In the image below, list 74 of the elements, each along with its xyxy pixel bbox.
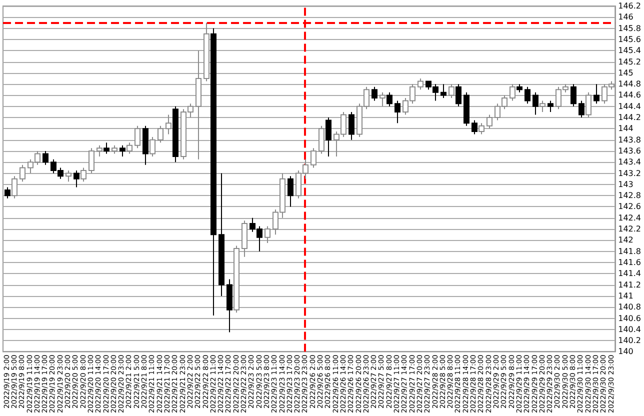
candlestick — [418, 78, 424, 90]
y-tick-label: 144 — [618, 124, 634, 134]
candlestick — [570, 84, 576, 107]
candlestick — [4, 186, 10, 199]
y-tick-label: 143.6 — [618, 146, 642, 156]
candlestick — [348, 111, 354, 140]
candlestick — [158, 125, 164, 144]
candlestick — [594, 84, 600, 104]
candlestick — [448, 84, 454, 99]
candlestick — [524, 86, 530, 104]
y-tick-label: 144.8 — [618, 80, 642, 89]
candlestick — [586, 92, 592, 118]
candlestick — [318, 125, 324, 154]
candlestick — [166, 114, 172, 135]
candlestick — [126, 142, 132, 154]
y-tick-label: 145.4 — [618, 46, 642, 56]
candlestick — [288, 176, 294, 208]
y-tick-label: 142.6 — [618, 202, 642, 212]
y-tick-label: 143.4 — [618, 158, 642, 167]
candlestick — [326, 117, 332, 158]
candlestick — [380, 92, 386, 107]
candlestick — [456, 84, 462, 107]
candlestick — [578, 100, 584, 118]
y-tick-label: 143.8 — [618, 135, 642, 144]
candlestick — [88, 148, 94, 174]
candlestick — [532, 92, 538, 116]
y-tick-label: 143 — [618, 180, 634, 189]
candlestick — [66, 170, 72, 182]
candlestick — [96, 144, 102, 158]
candlestick — [42, 150, 48, 166]
y-tick-label: 146 — [618, 12, 634, 22]
candlestick — [540, 100, 546, 112]
y-tick-label: 145.8 — [618, 24, 642, 33]
y-tick-label: 145 — [618, 68, 634, 78]
candlestick — [264, 226, 270, 244]
y-tick-label: 142 — [618, 236, 634, 245]
candlestick — [510, 84, 516, 102]
candlestick — [20, 164, 26, 182]
y-tick-label: 142.2 — [618, 224, 642, 234]
candlestick — [150, 136, 156, 158]
candlestick — [310, 148, 316, 168]
candlestick — [120, 144, 126, 158]
y-tick-label: 146.2 — [618, 2, 642, 10]
y-tick-label: 140.2 — [618, 336, 642, 346]
candlestick — [478, 122, 484, 135]
y-tick-label: 145.2 — [618, 57, 642, 66]
candlestick — [548, 100, 554, 112]
y-tick-label: 142.4 — [618, 213, 642, 222]
candlestick — [440, 84, 446, 99]
y-tick-label: 140.6 — [618, 314, 642, 323]
y-tick-label: 141.6 — [618, 258, 642, 267]
candlestick — [74, 170, 80, 188]
candlestick — [104, 142, 110, 154]
y-tick-label: 142.8 — [618, 191, 642, 200]
y-tick-label: 141.4 — [618, 269, 642, 278]
candlestick — [394, 100, 400, 124]
y-tick-label: 144.4 — [618, 102, 642, 111]
candlestick — [386, 92, 392, 107]
y-tick-label: 143.2 — [618, 168, 642, 178]
candlestick — [486, 114, 492, 130]
y-tick-label: 140.8 — [618, 302, 642, 312]
candlestick — [134, 125, 140, 149]
y-tick-label: 140 — [618, 347, 634, 356]
y-tick-label: 141.2 — [618, 280, 642, 290]
candlestick — [80, 167, 86, 182]
y-tick-label: 140.4 — [618, 324, 642, 334]
y-tick-label: 141 — [618, 291, 634, 300]
y-tick-label: 144.6 — [618, 90, 642, 100]
candlestick — [372, 86, 378, 102]
y-tick-label: 145.6 — [618, 34, 642, 44]
candlestick — [472, 120, 478, 135]
candlestick — [12, 176, 18, 199]
y-tick-label: 144.2 — [618, 113, 642, 122]
y-tick-label: 141.8 — [618, 246, 642, 256]
